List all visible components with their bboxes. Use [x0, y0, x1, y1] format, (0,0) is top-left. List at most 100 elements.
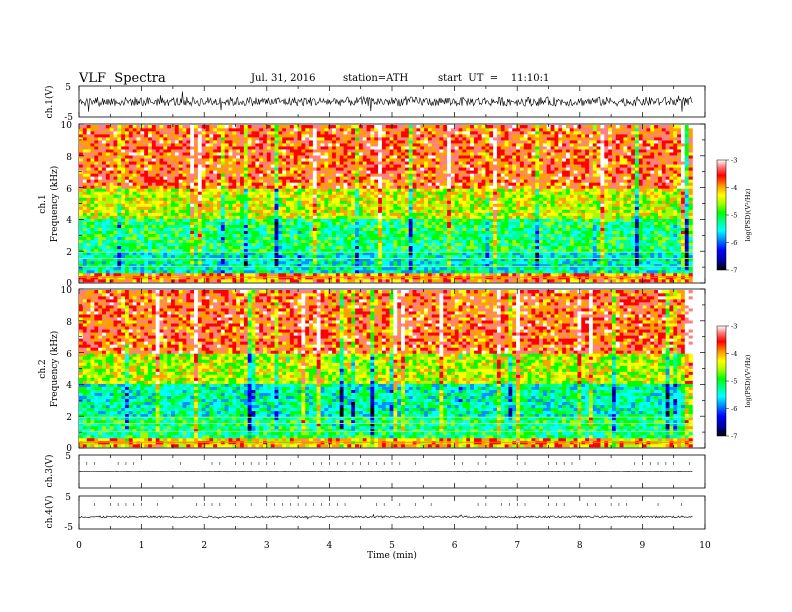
- spectrogram-cell: [144, 233, 149, 238]
- spectrogram-cell: [351, 230, 356, 234]
- spectrogram-cell: [305, 278, 310, 283]
- spectrogram-cell: [151, 236, 156, 241]
- spectrogram-cell: [573, 236, 578, 241]
- spectrogram-cell: [642, 191, 647, 195]
- spectrogram-cell: [585, 227, 590, 231]
- spectrogram-cell: [117, 197, 122, 201]
- spectrogram-cell: [638, 230, 643, 234]
- spectrogram-cell: [335, 188, 341, 192]
- spectrogram-cell: [324, 206, 329, 210]
- spectrogram-cell: [151, 194, 156, 198]
- spectrogram-cell: [289, 245, 295, 250]
- spectrogram-cell: [358, 236, 364, 241]
- spectrogram-cell: [217, 245, 222, 250]
- spectrogram-cell: [504, 206, 509, 210]
- spectrogram-cell: [109, 254, 114, 259]
- spectrogram-cell: [213, 266, 218, 271]
- spectrogram-cell: [412, 236, 417, 241]
- spectrogram-cell: [550, 200, 555, 204]
- spectrogram-cell: [171, 227, 176, 231]
- spectrogram-cell: [550, 212, 555, 216]
- spectrogram-cell: [144, 266, 149, 271]
- spectrogram-cell: [217, 227, 222, 231]
- spectrogram-cell: [512, 236, 517, 241]
- spectrogram-cell: [481, 200, 486, 204]
- spectrogram-cell: [642, 278, 647, 283]
- spectrogram-cell: [581, 278, 586, 283]
- spectrogram-cell: [577, 197, 582, 201]
- spectrogram-cell: [240, 257, 245, 262]
- spectrogram-cell: [174, 278, 179, 283]
- spectrogram-cell: [585, 263, 590, 268]
- spectrogram-cell: [136, 248, 141, 253]
- spectrogram-cell: [562, 230, 567, 234]
- spectrogram-cell: [577, 266, 582, 271]
- spectrogram-cell: [654, 260, 659, 265]
- spectrogram-cell: [132, 200, 137, 204]
- spectrogram-cell: [263, 242, 268, 247]
- spectrogram-cell: [531, 269, 536, 274]
- spectrogram-cell: [339, 242, 344, 247]
- spectrogram-cell: [623, 203, 628, 207]
- spectrogram-cell: [443, 200, 448, 204]
- spectrogram-cell: [573, 212, 578, 216]
- spectrogram-cell: [504, 224, 509, 228]
- spectrogram-cell: [351, 242, 356, 247]
- spectrogram-cell: [677, 248, 682, 253]
- spectrogram-cell: [117, 266, 122, 271]
- spectrogram-cell: [328, 266, 333, 271]
- spectrogram-cell: [416, 251, 421, 256]
- spectrogram-cell: [370, 233, 375, 238]
- spectrogram-cell: [677, 266, 682, 271]
- spectrogram-cell: [293, 278, 298, 283]
- spectrogram-cell: [82, 230, 87, 234]
- spectrogram-cell: [657, 188, 663, 192]
- spectrogram-cell: [512, 221, 517, 225]
- spectrogram-cell: [355, 221, 360, 225]
- spectrogram-cell: [665, 236, 670, 241]
- spectrogram-cell: [427, 212, 433, 216]
- spectrogram-cell: [213, 269, 218, 274]
- spectrogram-cell: [374, 260, 379, 265]
- spectrogram-cell: [197, 260, 202, 265]
- spectrogram-cell: [274, 248, 279, 253]
- spectrogram-cell: [466, 230, 471, 234]
- spectrogram-cell: [217, 212, 222, 216]
- spectrogram-cell: [611, 260, 617, 265]
- spectrogram-cell: [121, 260, 126, 265]
- spectrogram-cell: [270, 272, 275, 277]
- spectrogram-cell: [458, 206, 463, 210]
- spectrogram-cell: [178, 239, 183, 244]
- spectrogram-cell: [358, 266, 364, 271]
- spectrogram-cell: [669, 263, 674, 268]
- spectrogram-cell: [416, 206, 421, 210]
- spectrogram-cell: [435, 194, 440, 198]
- spectrogram-cell: [282, 239, 287, 244]
- spectrogram-cell: [569, 227, 574, 231]
- spectrogram-cell: [297, 260, 302, 265]
- spectrogram-cell: [159, 257, 164, 262]
- spectrogram-cell: [339, 224, 344, 228]
- spectrogram-cell: [546, 254, 551, 259]
- spectrogram-cell: [289, 242, 295, 247]
- spectrogram-cell: [385, 266, 390, 271]
- spectrogram-cell: [297, 191, 302, 195]
- spectrogram-cell: [201, 242, 206, 247]
- spectrogram-cell: [355, 245, 360, 250]
- spectrogram-cell: [366, 194, 371, 198]
- spectrogram-cell: [113, 254, 118, 259]
- spectrogram-cell: [94, 203, 99, 207]
- spectrogram-cell: [205, 278, 210, 283]
- spectrogram-cell: [209, 203, 214, 207]
- spectrogram-cell: [550, 209, 555, 213]
- spectrogram-cell: [151, 197, 156, 201]
- spectrogram-cell: [447, 242, 452, 247]
- spectrogram-cell: [332, 191, 337, 195]
- spectrogram-cell: [654, 230, 659, 234]
- spectrogram-cell: [270, 278, 275, 283]
- spectrogram-cell: [132, 233, 137, 238]
- spectrogram-cell: [516, 206, 521, 210]
- spectrogram-cell: [362, 191, 367, 195]
- spectrogram-cell: [247, 260, 252, 265]
- spectrogram-cell: [217, 203, 222, 207]
